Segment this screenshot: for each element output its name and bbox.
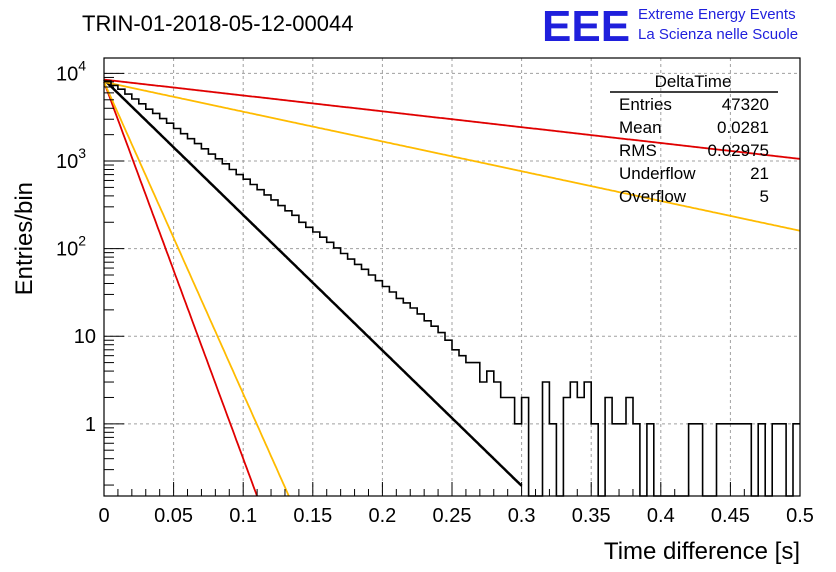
fit-curves — [103, 78, 801, 497]
stats-row-label: Underflow — [619, 164, 696, 183]
stats-row-value: 0.02975 — [708, 141, 769, 160]
x-tick-label: 0.05 — [154, 505, 193, 527]
y-axis-label: Entries/bin — [11, 182, 38, 295]
eee-logo: EEE Extreme Energy Events La Scienza nel… — [542, 2, 798, 51]
x-tick-label: 0.25 — [433, 505, 472, 527]
y-tick-label: 102 — [56, 233, 86, 261]
stats-row-value: 47320 — [722, 95, 769, 114]
fit-curve-3 — [103, 78, 801, 160]
plot-frame — [103, 57, 801, 497]
logo-line-2: La Scienza nelle Scuole — [638, 26, 798, 43]
x-tick-label: 0.15 — [293, 505, 332, 527]
chart-title: TRIN-01-2018-05-12-00044 — [82, 11, 354, 36]
y-tick-label: 104 — [56, 57, 86, 85]
stats-row-value: 5 — [760, 187, 769, 206]
stats-row-label: RMS — [619, 141, 657, 160]
y-tick-label: 103 — [56, 145, 86, 173]
x-tick-label: 0.5 — [786, 505, 814, 527]
fit-curve-2 — [103, 81, 290, 497]
x-tick-labels: 0 0.05 0.1 0.15 0.2 0.25 0.3 0.35 0.4 0.45 0.5 — [98, 505, 813, 527]
y-tick-label: 10 — [74, 326, 96, 348]
x-tick-label: 0.1 — [229, 505, 257, 527]
x-tick-label: 0.2 — [368, 505, 396, 527]
grid-lines — [104, 58, 800, 496]
fit-curve-4 — [103, 81, 801, 232]
x-tick-label: 0.4 — [647, 505, 675, 527]
stats-row-label: Entries — [619, 95, 672, 114]
fit-curve-0 — [103, 78, 523, 487]
y-tick-labels: 1 10 102 103 104 — [56, 57, 96, 435]
x-tick-label: 0 — [98, 505, 109, 527]
x-tick-label: 0.3 — [508, 505, 536, 527]
x-axis-label: Time difference [s] — [604, 538, 800, 565]
stats-row-label: Mean — [619, 118, 662, 137]
histogram-series — [104, 80, 800, 497]
stats-title: DeltaTime — [655, 72, 732, 91]
logo-eee: EEE — [542, 2, 630, 51]
stats-row-value: 21 — [750, 164, 769, 183]
stats-row-label: Overflow — [619, 187, 687, 206]
x-tick-label: 0.35 — [572, 505, 611, 527]
fit-curve-1 — [103, 81, 258, 497]
x-tick-label: 0.45 — [711, 505, 750, 527]
axes — [103, 57, 801, 497]
stats-rows: Entries 47320 Mean 0.0281 RMS 0.02975 Underflo… — [619, 95, 769, 206]
histogram-bars — [104, 80, 800, 497]
stats-box: DeltaTime Entries 47320 Mean 0.0281 RMS 0.029… — [610, 72, 778, 206]
y-tick-label: 1 — [85, 414, 96, 436]
stats-row-value: 0.0281 — [717, 118, 769, 137]
logo-line-1: Extreme Energy Events — [638, 6, 796, 23]
